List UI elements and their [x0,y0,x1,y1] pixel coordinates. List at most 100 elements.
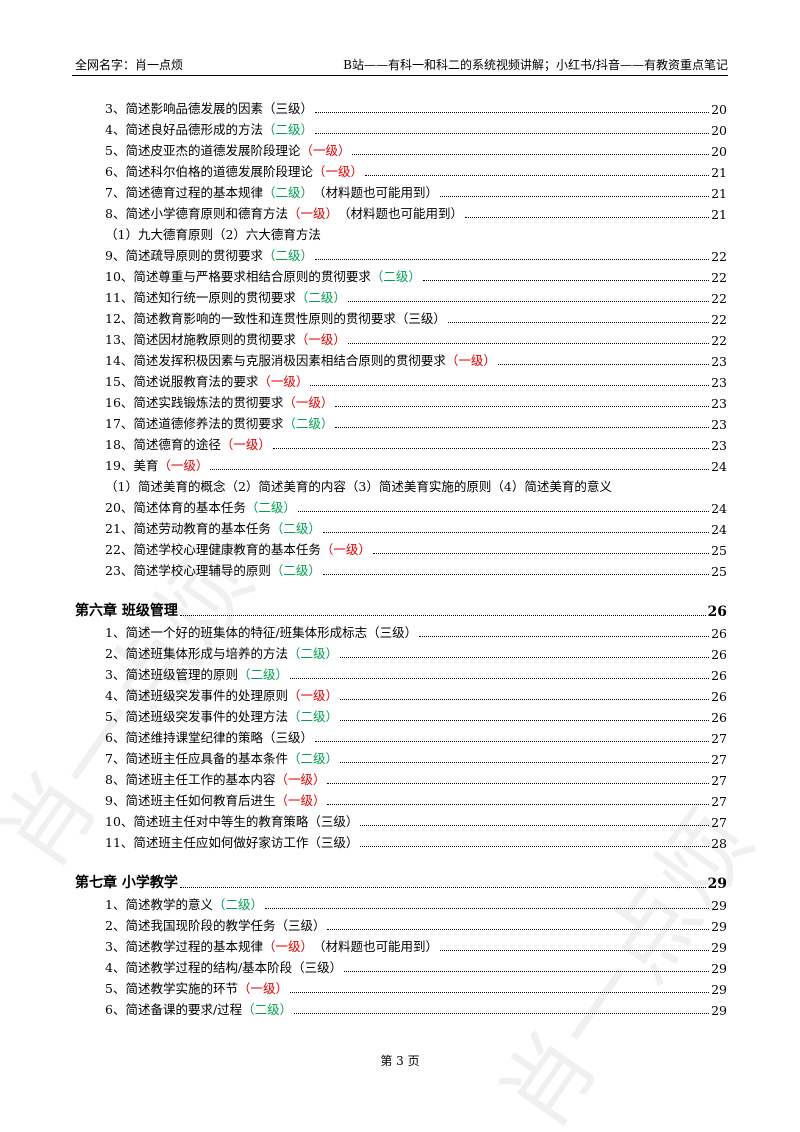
toc-row: 16、简述实践锻炼法的贯彻要求 （一级） 23 [75,390,727,411]
item-text: 9、简述疏导原则的贯彻要求 [105,248,263,263]
item-text: 4、简述教学过程的结构/基本阶段 [105,960,293,975]
page-number: 29 [711,961,727,976]
level-tag: （二级） [287,709,338,724]
toc-row: 3、简述班级管理的原则 （二级） 26 [75,662,727,683]
item-text: 4、简述良好品德形成的方法 [105,122,263,137]
toc-row: 7、简述德育过程的基本规律 （二级） （材料题也可能用到） 21 [75,180,727,201]
toc-row: 23、简述学校心理辅导的原则 （二级） 25 [75,558,727,579]
level-tag: （一级） [312,164,363,179]
toc-row: （1）九大德育原则（2）六大德育方法 [75,222,727,243]
page-number: 26 [707,604,727,620]
chapter-row: 第七章 小学教学 29 [75,870,727,892]
leader [347,343,710,344]
page-number: 20 [711,144,727,159]
leader [335,427,710,428]
page-number: 25 [711,564,727,579]
level-tag: （一级） [275,772,326,787]
page-number: 27 [711,773,727,788]
leader [210,469,710,470]
leader [314,133,710,134]
page-number: 23 [711,438,727,453]
level-tag: （一级） [262,939,313,954]
item-text: 1、简述教学的意义 [105,897,213,912]
toc-row: 10、简述尊重与严格要求相结合原则的贯彻要求 （二级） 22 [75,264,727,285]
leader [440,950,710,951]
page-number: 26 [711,668,727,683]
toc-row: 21、简述劳动教育的基本任务 （二级） 24 [75,516,727,537]
page-number: 26 [711,689,727,704]
leader [344,971,710,972]
page-number: 29 [711,1003,727,1018]
leader [447,322,710,323]
leader [372,553,710,554]
item-text: 18、简述德育的途径 [105,437,221,452]
item-text: （1）九大德育原则（2）六大德育方法 [105,227,321,242]
page-number: 23 [711,396,727,411]
level-tag: （二级） [295,290,346,305]
leader [310,385,710,386]
item-text: 3、简述班级管理的原则 [105,667,238,682]
leader [497,364,710,365]
page-number: 26 [711,710,727,725]
leader [179,887,706,888]
toc-row: 2、简述班集体形成与培养的方法 （二级） 26 [75,641,727,662]
toc-row: 12、简述教育影响的一致性和连贯性原则的贯彻要求 （三级） 22 [75,306,727,327]
level-tag: （三级） [367,625,418,640]
page-number: 26 [711,647,727,662]
toc-row: 6、简述备课的要求/过程 （二级） 29 [75,997,727,1018]
level-tag: （一级） [275,793,326,808]
leader [360,825,710,826]
toc-row: 3、简述影响品德发展的因素 （三级） 20 [75,96,727,117]
item-text: 1、简述一个好的班集体的特征/班集体形成标志 [105,625,368,640]
page-number: 22 [711,312,727,327]
toc-row: 5、简述教学实施的环节 （一级） 29 [75,976,727,997]
leader [327,783,710,784]
leader [289,992,710,993]
level-tag: （一级） [283,395,334,410]
leader [335,406,710,407]
item-text: 3、简述影响品德发展的因素 [105,101,263,116]
level-tag: （二级） [270,521,321,536]
toc-row: 20、简述体育的基本任务 （二级） 24 [75,495,727,516]
item-text: 17、简述道德修养法的贯彻要求 [105,416,284,431]
item-text: 9、简述班主任如何教育后进生 [105,793,276,808]
page-number: 27 [711,815,727,830]
leader [364,175,710,176]
page-number: 23 [711,417,727,432]
level-tag: （一级） [295,332,346,347]
toc-row: 6、简述科尔伯格的道德发展阶段理论 （一级） 21 [75,159,727,180]
leader [339,699,710,700]
level-tag: （三级） [308,814,359,829]
item-text: 7、简述德育过程的基本规律 [105,185,263,200]
leader [339,762,710,763]
toc-row: 7、简述班主任应具备的基本条件 （二级） 27 [75,746,727,767]
leader [327,929,710,930]
toc-row: 3、简述教学过程的基本规律 （一级） （材料题也可能用到） 29 [75,934,727,955]
level-tag: （二级） [245,500,296,515]
page-number: 27 [711,752,727,767]
leader [347,301,710,302]
chapter-title: 第六章 班级管理 [75,603,178,619]
toc-row: 4、简述班级突发事件的处理原则 （一级） 26 [75,683,727,704]
header-right: B站——有科一和科二的系统视频讲解；小红书/抖音——有教资重点笔记 [343,58,728,72]
level-tag: （一级） [320,542,371,557]
level-tag: （三级） [308,835,359,850]
page-number: 24 [711,501,727,516]
level-tag: （三级） [262,730,313,745]
item-text: 23、简述学校心理辅导的原则 [105,563,271,578]
page-number: 23 [711,375,727,390]
page-number: 27 [711,794,727,809]
item-note: （材料题也可能用到） [337,206,463,221]
level-tag: （二级） [287,646,338,661]
leader [314,112,710,113]
item-text: 5、简述皮亚杰的道德发展阶段理论 [105,143,301,158]
toc-row: 11、简述班主任应如何做好家访工作 （三级） 28 [75,830,727,851]
leader [339,657,710,658]
page-number: 21 [711,207,727,222]
page-number: 29 [711,898,727,913]
leader [322,532,710,533]
leader [352,154,710,155]
item-text: 6、简述维持课堂纪律的策略 [105,730,263,745]
item-text: 15、简述说服教育法的要求 [105,374,259,389]
